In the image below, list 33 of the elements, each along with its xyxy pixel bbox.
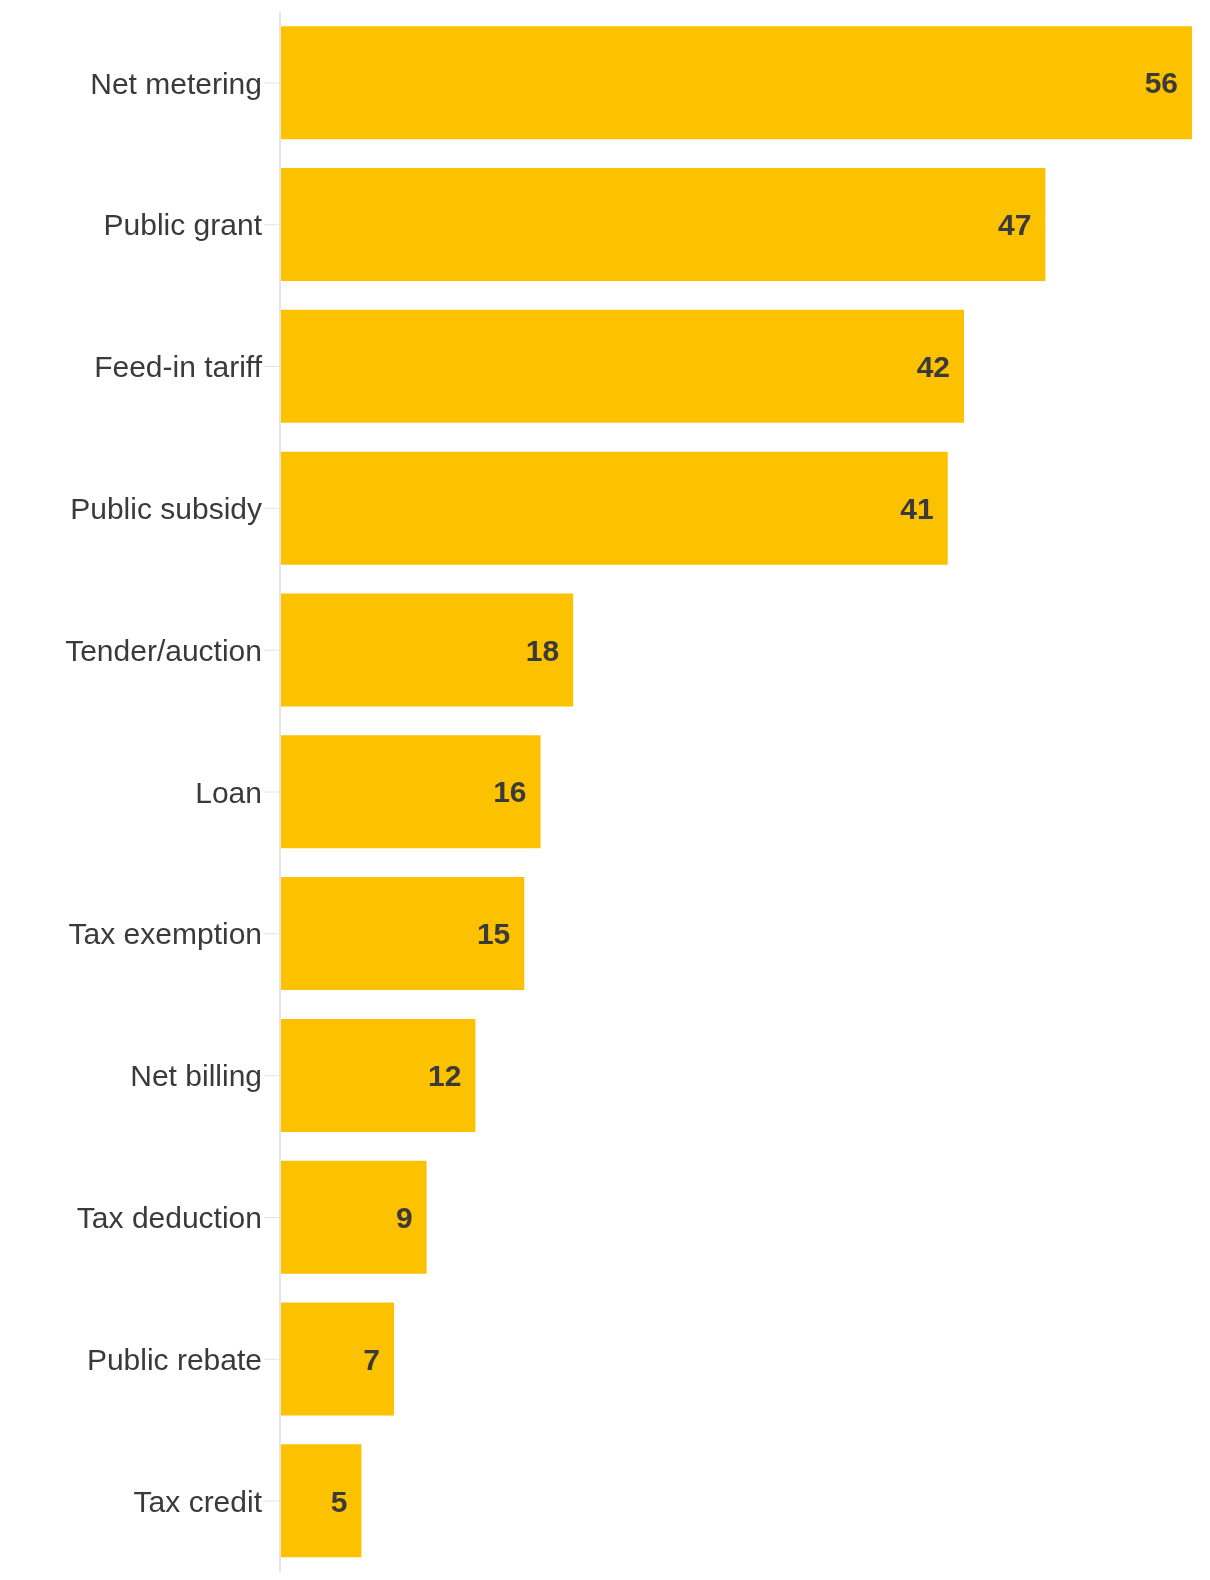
y-tick-label: Tax deduction: [76, 1201, 262, 1235]
y-tick-label: Tender/auction: [65, 633, 262, 667]
data-label: 16: [493, 775, 527, 809]
bar: [280, 1160, 427, 1274]
data-label: 7: [363, 1342, 380, 1376]
y-tick-label: Tax credit: [133, 1484, 263, 1518]
y-tick-label: Feed-in tariff: [94, 350, 263, 384]
bar: [280, 309, 964, 423]
bar: [280, 26, 1192, 140]
bar: [280, 1444, 362, 1558]
data-label: 5: [330, 1484, 348, 1518]
data-label: 42: [916, 349, 950, 383]
bar: [280, 877, 525, 991]
data-label: 12: [428, 1059, 462, 1093]
data-label: 41: [900, 491, 934, 525]
y-tick-label: Loan: [195, 775, 262, 809]
y-tick-label: Public rebate: [86, 1342, 262, 1376]
bar: [280, 1302, 394, 1416]
bar: [280, 451, 948, 565]
bar: [280, 168, 1046, 281]
data-label: 15: [476, 917, 511, 951]
y-tick-label: Tax exemption: [68, 917, 262, 951]
data-label: 9: [395, 1200, 413, 1234]
y-tick-label: Public grant: [103, 208, 263, 242]
y-tick-label: Net billing: [130, 1059, 262, 1093]
bar: [280, 1018, 476, 1132]
bar: [280, 735, 541, 849]
bar: [280, 593, 574, 707]
y-tick-label: Net metering: [90, 66, 262, 100]
y-tick-label: Public subsidy: [70, 492, 262, 526]
data-label: 47: [998, 208, 1032, 242]
data-label: 18: [525, 633, 560, 667]
data-label: 56: [1144, 66, 1178, 100]
